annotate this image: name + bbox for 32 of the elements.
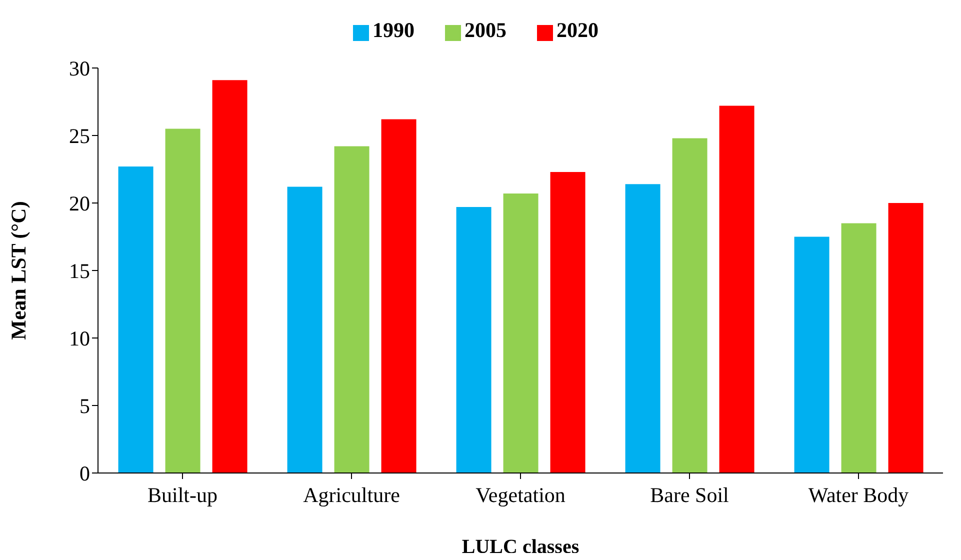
bar bbox=[287, 186, 322, 473]
y-tick-label: 10 bbox=[69, 326, 90, 350]
y-tick-label: 25 bbox=[69, 124, 90, 148]
x-tick-label: Vegetation bbox=[476, 482, 566, 507]
y-tick-label: 20 bbox=[69, 191, 90, 216]
bar bbox=[794, 236, 830, 473]
legend-label: 2020 bbox=[556, 18, 598, 42]
x-axis-title: LULC classes bbox=[462, 536, 580, 558]
bar bbox=[841, 223, 876, 473]
legend-label: 1990 bbox=[372, 18, 414, 42]
bar bbox=[381, 119, 416, 473]
bar bbox=[888, 203, 924, 473]
y-tick-label: 5 bbox=[80, 394, 90, 418]
bar bbox=[456, 207, 492, 473]
bar bbox=[672, 138, 708, 473]
legend-label: 2005 bbox=[464, 18, 506, 42]
x-tick-label: Water Body bbox=[808, 482, 910, 507]
x-tick-label: Bare Soil bbox=[650, 482, 730, 507]
y-tick-label: 15 bbox=[69, 258, 90, 283]
bar bbox=[625, 184, 660, 473]
bar bbox=[165, 128, 200, 473]
bar bbox=[550, 172, 586, 473]
y-axis-title: Mean LST (°C) bbox=[6, 201, 30, 340]
bar bbox=[118, 166, 154, 473]
bar bbox=[719, 106, 754, 473]
y-tick-label: 0 bbox=[80, 461, 90, 486]
bar bbox=[212, 80, 248, 473]
bar bbox=[503, 194, 538, 473]
y-tick-label: 30 bbox=[69, 56, 90, 80]
x-tick-label: Agriculture bbox=[303, 482, 400, 507]
bar bbox=[334, 146, 370, 473]
x-tick-label: Built-up bbox=[147, 482, 218, 507]
